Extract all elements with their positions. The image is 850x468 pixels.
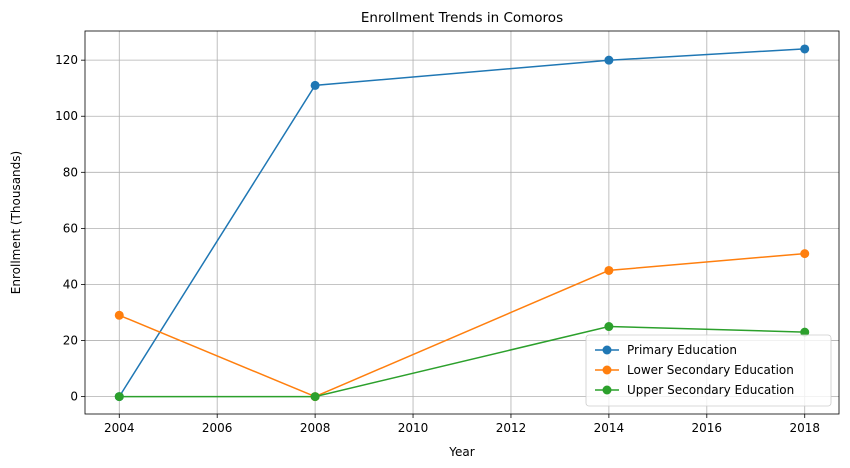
series-line	[119, 325, 805, 398]
y-axis-label: Enrollment (Thousands)	[9, 151, 23, 294]
x-tick-label: 2004	[104, 421, 135, 435]
x-tick-label: 2016	[692, 421, 723, 435]
data-point	[310, 80, 320, 90]
x-axis-label: Year	[448, 445, 474, 459]
x-tick-label: 2018	[789, 421, 820, 435]
legend: Primary Education Lower Secondary Educati…	[585, 334, 832, 407]
data-point	[114, 310, 124, 320]
y-tick-label: 40	[63, 277, 78, 291]
y-tick-label: 80	[63, 165, 78, 179]
data-point	[604, 265, 614, 275]
data-point	[800, 44, 810, 54]
data-point	[604, 55, 614, 65]
x-axis: 2004 2006 2008 2010 2012 2014 2016 2018	[104, 414, 820, 435]
y-tick-label: 0	[70, 390, 78, 404]
legend-entry: Upper Secondary Education	[595, 383, 794, 397]
chart-title: Enrollment Trends in Comoros	[361, 10, 563, 26]
x-tick-label: 2014	[594, 421, 625, 435]
legend-label: Primary Education	[627, 343, 737, 357]
data-point	[800, 249, 810, 259]
legend-label: Upper Secondary Education	[627, 383, 794, 397]
x-tick-label: 2006	[202, 421, 233, 435]
x-tick-label: 2008	[300, 421, 331, 435]
data-point	[604, 322, 614, 332]
legend-marker	[602, 385, 612, 395]
y-tick-label: 120	[55, 53, 78, 67]
legend-entry: Lower Secondary Education	[595, 363, 794, 377]
x-tick-label: 2010	[398, 421, 429, 435]
y-axis: 0 20 40 60 80 100 120	[55, 53, 85, 404]
legend-box	[585, 334, 832, 407]
legend-entry: Primary Education	[595, 343, 737, 357]
series-line	[118, 48, 805, 397]
data-point	[800, 327, 810, 337]
legend-label: Lower Secondary Education	[627, 363, 794, 377]
y-tick-label: 20	[63, 334, 78, 348]
series-line	[119, 252, 805, 398]
y-tick-label: 100	[55, 109, 78, 123]
y-tick-label: 60	[63, 221, 78, 235]
series-layer	[114, 44, 810, 402]
legend-marker	[602, 345, 612, 355]
plot-frame	[84, 30, 840, 415]
x-tick-label: 2012	[496, 421, 527, 435]
series-3	[114, 322, 810, 402]
legend-marker	[602, 365, 612, 375]
data-point	[114, 392, 124, 402]
data-point	[310, 392, 320, 402]
